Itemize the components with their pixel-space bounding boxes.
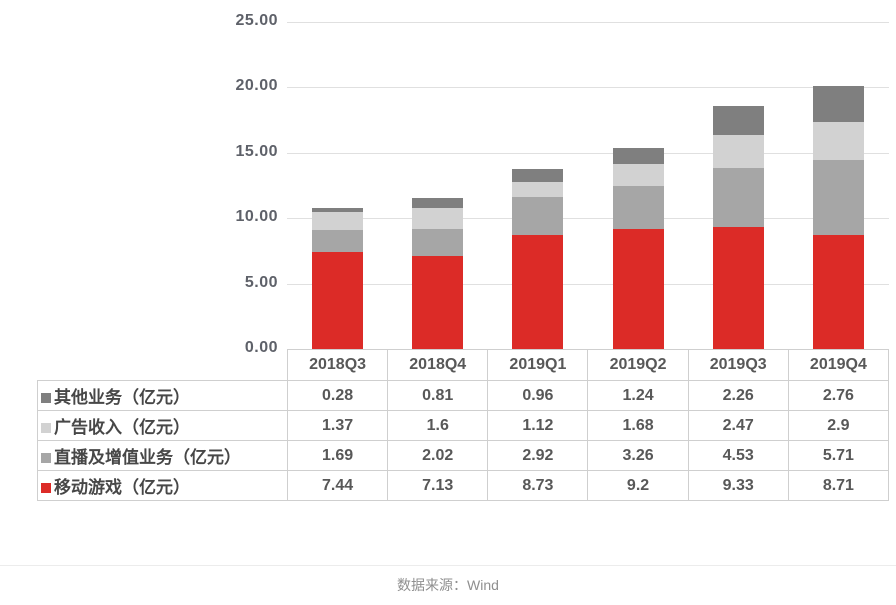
table-row: 直播及增值业务（亿元） 1.69 2.02 2.92 3.26 4.53 5.71 <box>37 440 890 471</box>
value-cell: 8.73 <box>487 470 589 501</box>
value-cell: 0.28 <box>286 380 389 411</box>
y-axis-tick-label: 20.00 <box>235 77 278 94</box>
value-cell: 1.68 <box>587 410 689 441</box>
y-axis-tick-label: 25.00 <box>235 12 278 29</box>
table-row: 广告收入（亿元） 1.37 1.6 1.12 1.68 2.47 2.9 <box>37 410 890 441</box>
value-cell: 0.96 <box>487 380 589 411</box>
value-cell: 7.44 <box>286 470 389 501</box>
bar-segment <box>312 252 363 349</box>
value-cell: 1.12 <box>487 410 589 441</box>
legend-label: 其他业务（亿元） <box>54 388 190 407</box>
bar-segment <box>312 208 363 212</box>
category-header-cell: 2019Q1 <box>487 349 589 381</box>
bar-group-2018Q3 <box>312 22 363 349</box>
legend-swatch-icon <box>41 393 51 403</box>
plot-area <box>287 22 889 349</box>
bar-segment <box>412 208 463 229</box>
bar-segment <box>613 148 664 164</box>
bar-segment <box>613 186 664 229</box>
legend-cell: 其他业务（亿元） <box>37 380 288 411</box>
source-note: 数据来源：Wind <box>397 577 499 593</box>
legend-cell: 移动游戏（亿元） <box>37 470 288 501</box>
bar-segment <box>412 256 463 349</box>
value-cell: 2.02 <box>387 440 489 471</box>
bar-segment <box>512 197 563 235</box>
bar-segment <box>512 235 563 349</box>
legend-label: 直播及增值业务（亿元） <box>54 448 241 467</box>
value-cell: 2.76 <box>787 380 890 411</box>
bar-segment <box>412 198 463 208</box>
gridline <box>287 218 889 219</box>
bar-segment <box>713 135 764 168</box>
data-table: 2018Q3 2018Q4 2019Q1 2019Q2 2019Q3 2019Q4 其他业务… <box>37 349 890 501</box>
bar-segment <box>713 227 764 349</box>
bar-segment <box>713 168 764 227</box>
bar-segment <box>613 164 664 186</box>
bar-group-2019Q1 <box>512 22 563 349</box>
value-cell: 5.71 <box>787 440 890 471</box>
bar-group-2019Q2 <box>613 22 664 349</box>
bar-segment <box>813 86 864 122</box>
bar-group-2019Q3 <box>713 22 764 349</box>
category-header-cell: 2018Q4 <box>387 349 489 381</box>
bar-segment <box>312 230 363 252</box>
table-header-row: 2018Q3 2018Q4 2019Q1 2019Q2 2019Q3 2019Q4 <box>38 349 890 381</box>
bar-segment <box>613 229 664 349</box>
table-row: 移动游戏（亿元） 7.44 7.13 8.73 9.2 9.33 8.71 <box>37 470 890 501</box>
value-cell: 1.69 <box>286 440 389 471</box>
legend-cell: 直播及增值业务（亿元） <box>37 440 288 471</box>
bar-segment <box>813 160 864 235</box>
value-cell: 1.6 <box>387 410 489 441</box>
y-axis-tick-label: 0.00 <box>244 339 278 356</box>
y-axis-tick-label: 5.00 <box>244 274 278 291</box>
value-cell: 9.33 <box>687 470 789 501</box>
table-row: 其他业务（亿元） 0.28 0.81 0.96 1.24 2.26 2.76 <box>37 380 890 411</box>
footer-divider <box>0 565 896 566</box>
category-header-cell: 2019Q3 <box>687 349 789 381</box>
value-cell: 7.13 <box>387 470 489 501</box>
bar-segment <box>412 229 463 256</box>
bar-segment <box>813 122 864 160</box>
gridline <box>287 87 889 88</box>
value-cell: 0.81 <box>387 380 489 411</box>
bar-segment <box>512 182 563 197</box>
legend-swatch-icon <box>41 423 51 433</box>
y-axis-tick-label: 10.00 <box>235 208 278 225</box>
value-cell: 2.9 <box>787 410 890 441</box>
value-cell: 3.26 <box>587 440 689 471</box>
category-header-cell: 2019Q2 <box>587 349 689 381</box>
category-header-cell: 2018Q3 <box>286 349 389 381</box>
y-axis-tick-label: 15.00 <box>235 143 278 160</box>
gridline <box>287 284 889 285</box>
value-cell: 2.26 <box>687 380 789 411</box>
legend-swatch-icon <box>41 453 51 463</box>
bar-group-2019Q4 <box>813 22 864 349</box>
value-cell: 9.2 <box>587 470 689 501</box>
value-cell: 1.24 <box>587 380 689 411</box>
bar-segment <box>512 169 563 182</box>
legend-cell: 广告收入（亿元） <box>37 410 288 441</box>
gridline <box>287 22 889 23</box>
value-cell: 2.92 <box>487 440 589 471</box>
category-header-cell: 2019Q4 <box>787 349 890 381</box>
legend-label: 广告收入（亿元） <box>54 418 190 437</box>
value-cell: 4.53 <box>687 440 789 471</box>
legend-swatch-icon <box>41 483 51 493</box>
legend-label: 移动游戏（亿元） <box>54 478 190 497</box>
bar-group-2018Q4 <box>412 22 463 349</box>
value-cell: 8.71 <box>787 470 890 501</box>
bar-segment <box>813 235 864 349</box>
bar-segment <box>713 106 764 135</box>
gridline <box>287 153 889 154</box>
value-cell: 2.47 <box>687 410 789 441</box>
bar-segment <box>312 212 363 230</box>
value-cell: 1.37 <box>286 410 389 441</box>
